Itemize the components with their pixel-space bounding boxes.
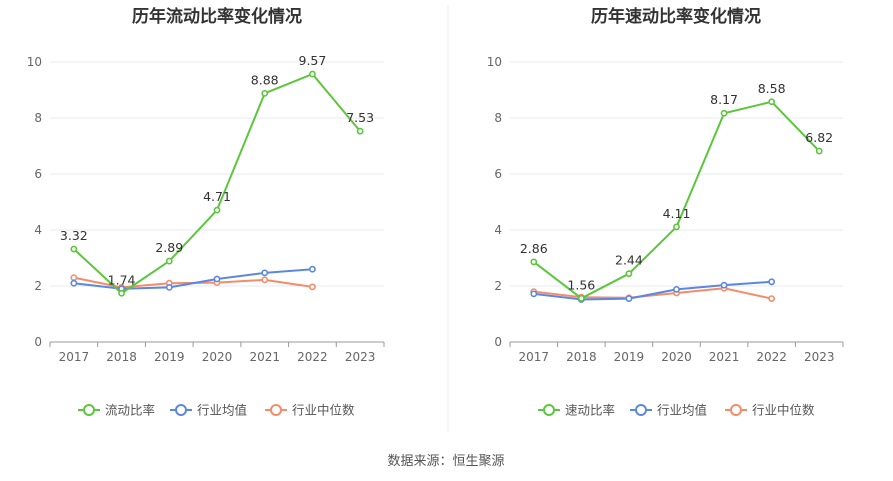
legend-label: 行业均值 xyxy=(197,403,247,418)
data-label: 2.86 xyxy=(520,241,548,256)
chart-current-ratio: 历年流动比率变化情况 0 2 4 6 8 10 2017 2018 2019 2020 2021 202… xyxy=(27,6,385,418)
legend-marker xyxy=(270,404,282,416)
data-label: 8.58 xyxy=(758,81,786,96)
data-point xyxy=(165,283,173,291)
data-point xyxy=(309,265,316,273)
y-tick-label: 4 xyxy=(494,223,502,237)
chart-quick-ratio: 历年速动比率变化情况 0 2 4 6 8 10 2017 2018 2019 2020 2021 202… xyxy=(487,6,844,418)
data-point xyxy=(261,276,269,284)
x-tick-label: 2021 xyxy=(249,350,280,364)
data-point xyxy=(815,147,823,155)
data-point xyxy=(530,258,538,266)
data-point xyxy=(213,206,221,214)
data-label: 3.32 xyxy=(60,228,88,243)
data-point xyxy=(720,281,728,289)
legend-marker xyxy=(730,404,742,416)
data-point xyxy=(768,98,776,106)
y-tick-label: 4 xyxy=(34,223,42,237)
data-point xyxy=(625,270,633,278)
legend-marker xyxy=(175,404,187,416)
series-line xyxy=(73,268,313,290)
data-label: 8.88 xyxy=(251,72,279,87)
series-line xyxy=(533,280,772,301)
data-label: 4.11 xyxy=(663,206,691,221)
x-tick-label: 2023 xyxy=(804,350,835,364)
y-tick-label: 10 xyxy=(27,55,42,69)
y-tick-label: 0 xyxy=(494,335,502,349)
data-point xyxy=(70,245,78,253)
data-label: 1.56 xyxy=(567,277,595,292)
x-tick-label: 2017 xyxy=(59,350,90,364)
data-point xyxy=(356,127,364,135)
data-point xyxy=(768,278,776,286)
data-point xyxy=(70,274,78,281)
data-point xyxy=(625,295,633,302)
legend-label: 行业均值 xyxy=(657,403,707,418)
series-line xyxy=(73,73,361,295)
data-point xyxy=(165,257,173,265)
data-label: 1.74 xyxy=(108,272,136,287)
data-label: 8.17 xyxy=(710,92,738,107)
data-point xyxy=(261,269,269,277)
y-tick-label: 10 xyxy=(487,55,502,69)
data-point xyxy=(673,223,680,231)
data-point xyxy=(768,295,776,302)
legend-label: 速动比率 xyxy=(565,403,615,418)
x-tick-label: 2021 xyxy=(709,350,740,364)
x-tick-label: 2022 xyxy=(756,350,787,364)
x-tick-label: 2022 xyxy=(297,350,328,364)
data-point xyxy=(577,294,585,302)
y-tick-label: 6 xyxy=(34,167,42,181)
data-point xyxy=(118,289,125,297)
data-label: 2.44 xyxy=(615,253,643,268)
x-tick-label: 2020 xyxy=(202,350,233,364)
data-point xyxy=(309,283,316,291)
x-tick-label: 2019 xyxy=(614,350,645,364)
x-tick-label: 2018 xyxy=(106,350,137,364)
chart-title: 历年速动比率变化情况 xyxy=(591,6,761,27)
source-note: 数据来源：恒生聚源 xyxy=(387,454,504,469)
legend-label: 流动比率 xyxy=(105,403,155,418)
legend-marker xyxy=(543,404,555,416)
legend-label: 行业中位数 xyxy=(292,403,355,418)
y-tick-label: 8 xyxy=(34,111,42,125)
chart-title: 历年流动比率变化情况 xyxy=(132,6,302,27)
series-line xyxy=(533,287,772,300)
data-point xyxy=(213,275,221,283)
y-tick-label: 0 xyxy=(34,335,42,349)
series-line xyxy=(533,100,820,300)
data-label: 4.71 xyxy=(203,189,231,204)
y-tick-label: 2 xyxy=(494,279,502,293)
data-point xyxy=(673,285,680,293)
data-label: 9.57 xyxy=(299,53,327,68)
y-tick-label: 8 xyxy=(494,111,502,125)
data-label: 6.82 xyxy=(805,130,833,145)
data-label: 7.53 xyxy=(346,110,374,125)
x-tick-label: 2018 xyxy=(566,350,597,364)
legend-marker xyxy=(635,404,647,416)
x-tick-label: 2020 xyxy=(661,350,692,364)
data-point xyxy=(70,279,78,287)
x-tick-label: 2017 xyxy=(519,350,550,364)
legend-marker xyxy=(83,404,95,416)
data-point xyxy=(720,109,728,117)
data-label: 2.89 xyxy=(155,240,183,255)
y-tick-label: 6 xyxy=(494,167,502,181)
legend-label: 行业中位数 xyxy=(752,403,815,418)
data-point xyxy=(261,89,269,97)
x-tick-label: 2019 xyxy=(154,350,185,364)
data-point xyxy=(530,290,538,298)
data-point xyxy=(309,70,316,78)
y-tick-label: 2 xyxy=(34,279,42,293)
x-tick-label: 2023 xyxy=(345,350,376,364)
